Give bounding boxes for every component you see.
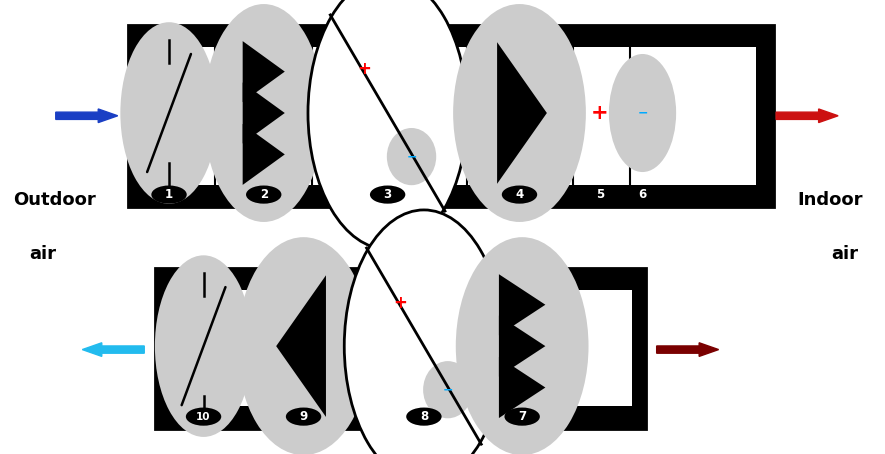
Circle shape — [502, 186, 537, 204]
Bar — [155, 268, 646, 429]
Bar — [128, 25, 774, 207]
Circle shape — [582, 186, 618, 204]
Text: air: air — [831, 245, 858, 263]
Circle shape — [406, 408, 442, 426]
Polygon shape — [499, 316, 545, 377]
Text: 4: 4 — [515, 188, 524, 201]
Bar — [155, 268, 169, 429]
Text: 7: 7 — [518, 410, 527, 423]
Text: 8: 8 — [419, 410, 428, 423]
Text: +: + — [393, 294, 407, 311]
Polygon shape — [499, 274, 545, 335]
Bar — [155, 406, 646, 429]
Circle shape — [151, 186, 187, 204]
Ellipse shape — [120, 22, 218, 204]
Ellipse shape — [387, 128, 436, 185]
Text: +: + — [357, 60, 371, 79]
FancyArrow shape — [56, 109, 118, 123]
Text: 3: 3 — [383, 188, 392, 201]
FancyArrow shape — [657, 343, 719, 356]
Circle shape — [625, 186, 660, 204]
Ellipse shape — [237, 237, 370, 454]
Bar — [128, 25, 146, 207]
Bar — [128, 25, 774, 47]
Text: Indoor: Indoor — [797, 191, 863, 209]
Circle shape — [186, 408, 221, 426]
Text: +: + — [591, 103, 609, 123]
Polygon shape — [497, 42, 547, 184]
Bar — [632, 268, 646, 429]
Circle shape — [504, 408, 540, 426]
Polygon shape — [499, 357, 545, 418]
Text: 5: 5 — [596, 188, 604, 201]
Ellipse shape — [204, 4, 324, 222]
Ellipse shape — [456, 237, 589, 454]
Text: −: − — [406, 150, 417, 163]
Bar — [155, 268, 646, 291]
Circle shape — [246, 186, 281, 204]
Text: 2: 2 — [259, 188, 268, 201]
Bar — [757, 25, 774, 207]
Polygon shape — [242, 83, 285, 143]
Polygon shape — [242, 41, 285, 102]
Text: −: − — [637, 107, 648, 119]
Circle shape — [286, 408, 321, 426]
FancyArrow shape — [82, 343, 144, 356]
Circle shape — [370, 186, 405, 204]
Text: Outdoor: Outdoor — [13, 191, 96, 209]
Text: 1: 1 — [165, 188, 173, 201]
Ellipse shape — [423, 361, 473, 418]
FancyArrow shape — [776, 109, 838, 123]
Ellipse shape — [308, 0, 467, 249]
Bar — [128, 185, 774, 207]
Ellipse shape — [453, 4, 586, 222]
Text: 9: 9 — [299, 410, 308, 423]
Ellipse shape — [609, 54, 676, 172]
Polygon shape — [276, 275, 326, 417]
Ellipse shape — [344, 210, 504, 454]
Polygon shape — [242, 124, 285, 185]
Text: 10: 10 — [196, 412, 211, 422]
Text: air: air — [29, 245, 57, 263]
Text: 6: 6 — [638, 188, 647, 201]
Text: −: − — [442, 383, 453, 396]
Ellipse shape — [155, 255, 252, 437]
